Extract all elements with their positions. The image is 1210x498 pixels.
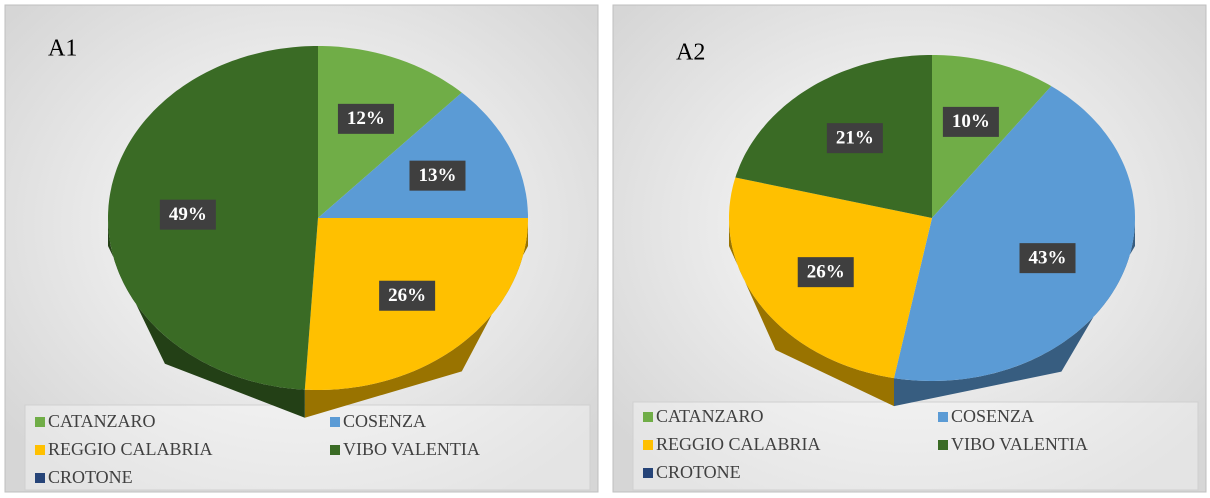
slice-side bbox=[894, 218, 1135, 407]
legend-label: VIBO VALENTIA bbox=[951, 434, 1088, 454]
legend-label: COSENZA bbox=[951, 406, 1034, 426]
legend-swatch bbox=[330, 445, 340, 455]
data-label-bg bbox=[337, 103, 394, 134]
legend-label: CROTONE bbox=[48, 467, 133, 487]
data-label: 10% bbox=[952, 111, 990, 132]
legend-swatch bbox=[35, 445, 45, 455]
slice-side bbox=[108, 218, 305, 418]
data-label-bg bbox=[159, 199, 216, 230]
data-label: 26% bbox=[388, 285, 426, 306]
slice-side bbox=[729, 218, 894, 407]
slice-side bbox=[304, 218, 528, 418]
legend-swatch bbox=[35, 473, 45, 483]
slice bbox=[318, 92, 528, 218]
legend-label: REGGIO CALABRIA bbox=[656, 434, 821, 454]
data-label-bg bbox=[1019, 243, 1076, 274]
data-label: 43% bbox=[1029, 247, 1067, 268]
legend-swatch bbox=[643, 468, 653, 478]
data-label-bg bbox=[942, 106, 999, 137]
data-label: 12% bbox=[347, 108, 385, 129]
data-label: 13% bbox=[418, 165, 456, 186]
legend-label: CROTONE bbox=[656, 462, 741, 482]
legend-label: VIBO VALENTIA bbox=[343, 439, 480, 459]
legend-box bbox=[632, 401, 1199, 491]
legend-label: COSENZA bbox=[343, 411, 426, 431]
slice bbox=[894, 86, 1135, 381]
legend-swatch bbox=[643, 440, 653, 450]
legend-label: REGGIO CALABRIA bbox=[48, 439, 213, 459]
legend-swatch bbox=[643, 412, 653, 422]
data-label-bg bbox=[379, 280, 436, 311]
data-label-bg bbox=[797, 257, 854, 288]
legend-swatch bbox=[330, 417, 340, 427]
legend-label: CATANZARO bbox=[656, 406, 764, 426]
chart-title: A1 bbox=[48, 36, 77, 62]
data-label: 49% bbox=[169, 204, 207, 225]
data-label: 21% bbox=[836, 128, 874, 149]
data-label-bg bbox=[826, 123, 883, 154]
data-label: 26% bbox=[807, 262, 845, 283]
legend-swatch bbox=[35, 417, 45, 427]
legend-swatch bbox=[938, 440, 948, 450]
chart-title: A2 bbox=[676, 40, 705, 66]
legend-label: CATANZARO bbox=[48, 411, 156, 431]
legend-swatch bbox=[938, 412, 948, 422]
data-label-bg bbox=[409, 160, 466, 191]
